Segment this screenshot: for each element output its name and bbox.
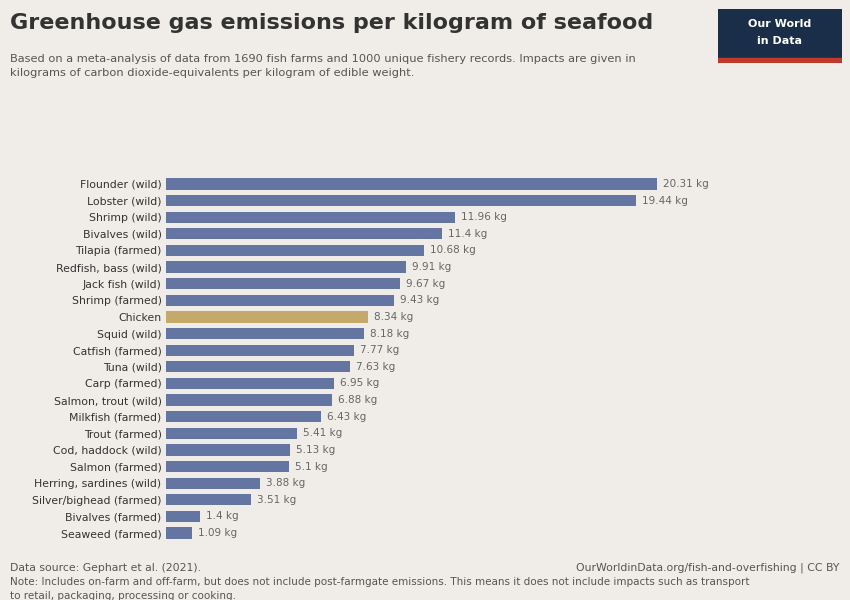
Text: 11.96 kg: 11.96 kg <box>462 212 507 222</box>
Text: 3.51 kg: 3.51 kg <box>257 495 296 505</box>
Bar <box>166 428 297 439</box>
Text: 1.09 kg: 1.09 kg <box>198 528 237 538</box>
Text: 6.88 kg: 6.88 kg <box>338 395 377 405</box>
Text: 8.18 kg: 8.18 kg <box>370 329 409 338</box>
Text: 5.13 kg: 5.13 kg <box>296 445 335 455</box>
Text: Based on a meta-analysis of data from 1690 fish farms and 1000 unique fishery re: Based on a meta-analysis of data from 16… <box>10 54 636 79</box>
Text: Greenhouse gas emissions per kilogram of seafood: Greenhouse gas emissions per kilogram of… <box>10 13 654 33</box>
Bar <box>166 344 354 356</box>
Text: in Data: in Data <box>757 37 802 46</box>
Bar <box>166 311 368 323</box>
Bar <box>166 228 442 239</box>
Text: 7.77 kg: 7.77 kg <box>360 345 400 355</box>
Text: 5.41 kg: 5.41 kg <box>303 428 342 438</box>
Bar <box>166 195 637 206</box>
Bar <box>166 494 251 505</box>
Text: 7.63 kg: 7.63 kg <box>356 362 396 372</box>
Text: 5.1 kg: 5.1 kg <box>295 461 328 472</box>
Text: 8.34 kg: 8.34 kg <box>374 312 413 322</box>
Bar <box>166 461 289 472</box>
Text: 10.68 kg: 10.68 kg <box>430 245 476 256</box>
Bar <box>718 58 842 63</box>
Bar <box>166 328 364 339</box>
Text: 9.67 kg: 9.67 kg <box>406 279 445 289</box>
Text: 6.43 kg: 6.43 kg <box>327 412 366 422</box>
Text: 6.95 kg: 6.95 kg <box>340 379 379 388</box>
Text: OurWorldinData.org/fish-and-overfishing | CC BY: OurWorldinData.org/fish-and-overfishing … <box>576 563 840 574</box>
Bar <box>166 411 321 422</box>
Text: Data source: Gephart et al. (2021).: Data source: Gephart et al. (2021). <box>10 563 201 573</box>
Text: 9.43 kg: 9.43 kg <box>400 295 439 305</box>
Text: 3.88 kg: 3.88 kg <box>266 478 305 488</box>
Bar <box>166 444 290 455</box>
Text: Our World: Our World <box>748 19 812 29</box>
Bar <box>166 361 350 373</box>
Bar <box>166 295 394 306</box>
Bar <box>166 212 456 223</box>
Bar <box>166 527 192 539</box>
Text: 9.91 kg: 9.91 kg <box>411 262 451 272</box>
Bar <box>166 262 405 273</box>
Text: 19.44 kg: 19.44 kg <box>643 196 689 206</box>
Text: 20.31 kg: 20.31 kg <box>664 179 709 189</box>
Text: Note: Includes on-farm and off-farm, but does not include post-farmgate emission: Note: Includes on-farm and off-farm, but… <box>10 577 750 600</box>
Bar <box>166 278 400 289</box>
Bar <box>166 511 200 522</box>
Bar <box>166 245 424 256</box>
Bar <box>166 178 657 190</box>
Bar <box>166 478 259 489</box>
Text: 1.4 kg: 1.4 kg <box>206 511 238 521</box>
Bar <box>166 394 332 406</box>
Bar <box>166 378 334 389</box>
Text: 11.4 kg: 11.4 kg <box>448 229 487 239</box>
